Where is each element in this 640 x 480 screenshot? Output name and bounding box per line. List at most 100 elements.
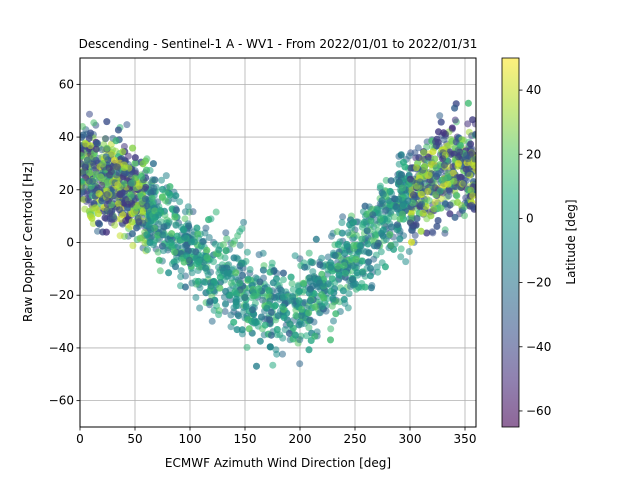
scatter-point	[190, 238, 198, 246]
scatter-point	[82, 140, 90, 148]
scatter-point	[405, 248, 413, 255]
colorbar-tick-label: −60	[526, 404, 551, 418]
y-tick-label: −40	[49, 341, 74, 355]
scatter-point	[376, 182, 384, 190]
scatter-point	[128, 230, 136, 238]
scatter-point	[203, 254, 211, 261]
scatter-point	[244, 275, 252, 283]
scatter-point	[472, 130, 476, 138]
scatter-point	[106, 171, 113, 179]
scatter-point	[334, 241, 342, 248]
y-tick-label: −20	[49, 288, 74, 302]
scatter-point	[147, 226, 155, 233]
scatter-point	[216, 273, 224, 281]
scatter-point	[102, 228, 110, 236]
scatter-point	[387, 177, 395, 185]
scatter-point	[238, 326, 246, 334]
scatter-point	[131, 159, 139, 167]
scatter-point	[279, 276, 287, 284]
scatter-point	[451, 116, 459, 124]
scatter-point	[377, 248, 385, 256]
scatter-point	[204, 271, 212, 279]
scatter-point	[240, 218, 248, 226]
scatter-point	[451, 104, 459, 112]
scatter-point	[340, 262, 348, 270]
scatter-point	[431, 198, 439, 206]
x-tick-label: 150	[234, 432, 257, 446]
scatter-point	[471, 156, 476, 164]
scatter-point	[274, 312, 282, 320]
scatter-point	[401, 163, 409, 171]
scatter-point	[377, 215, 384, 223]
scatter-point	[429, 148, 437, 156]
scatter-point	[194, 258, 202, 266]
y-tick-label: 20	[59, 183, 74, 197]
scatter-point	[90, 119, 98, 127]
scatter-point	[138, 173, 146, 180]
x-tick-label: 50	[127, 432, 142, 446]
scatter-point	[398, 184, 406, 192]
scatter-point	[93, 140, 100, 148]
scatter-point	[135, 182, 143, 190]
scatter-point	[271, 293, 279, 301]
scatter-point	[221, 308, 229, 315]
scatter-point	[136, 234, 144, 242]
scatter-point	[464, 155, 472, 163]
scatter-point	[132, 224, 140, 232]
scatter-point	[141, 195, 149, 203]
scatter-point	[338, 229, 346, 237]
scatter-point	[307, 258, 315, 266]
scatter-point	[193, 224, 201, 232]
scatter-point	[143, 231, 151, 239]
scatter-point	[232, 290, 240, 298]
scatter-point	[339, 287, 347, 295]
scatter-point	[149, 160, 157, 168]
scatter-point	[185, 256, 193, 264]
scatter-point	[327, 336, 334, 344]
scatter-point	[427, 212, 435, 220]
scatter-point	[425, 197, 433, 205]
scatter-point	[431, 155, 439, 163]
scatter-point	[295, 297, 303, 305]
scatter-point	[374, 268, 382, 276]
scatter-point	[432, 142, 440, 150]
scatter-point	[351, 280, 359, 288]
scatter-point	[203, 246, 211, 254]
scatter-point	[433, 222, 441, 230]
scatter-point	[80, 152, 85, 160]
scatter-point	[156, 267, 164, 275]
scatter-point	[255, 251, 263, 259]
scatter-point	[181, 283, 189, 291]
scatter-point	[425, 171, 433, 179]
scatter-point	[279, 293, 287, 301]
scatter-point	[464, 169, 472, 177]
scatter-point	[119, 148, 127, 156]
scatter-point	[91, 204, 99, 212]
scatter-point	[181, 215, 189, 223]
scatter-point	[222, 287, 230, 295]
scatter-point	[128, 200, 136, 207]
scatter-point	[424, 153, 432, 161]
scatter-point	[439, 155, 447, 163]
scatter-point	[458, 136, 466, 144]
scatter-point	[259, 266, 267, 274]
scatter-point	[135, 218, 143, 226]
scatter-point	[292, 312, 300, 320]
scatter-point	[111, 221, 119, 229]
scatter-point	[330, 317, 337, 325]
scatter-point	[223, 235, 231, 243]
scatter-point	[327, 325, 335, 333]
scatter-point	[85, 177, 93, 185]
scatter-point	[328, 275, 336, 283]
scatter-point	[356, 242, 364, 250]
scatter-point	[316, 261, 324, 269]
scatter-point	[138, 208, 146, 216]
scatter-point	[143, 166, 150, 174]
scatter-point	[131, 174, 139, 182]
scatter-point	[448, 124, 456, 132]
scatter-point	[173, 232, 181, 240]
scatter-point	[102, 153, 110, 161]
scatter-point	[358, 235, 366, 243]
scatter-point	[338, 219, 346, 227]
scatter-point	[437, 118, 445, 126]
